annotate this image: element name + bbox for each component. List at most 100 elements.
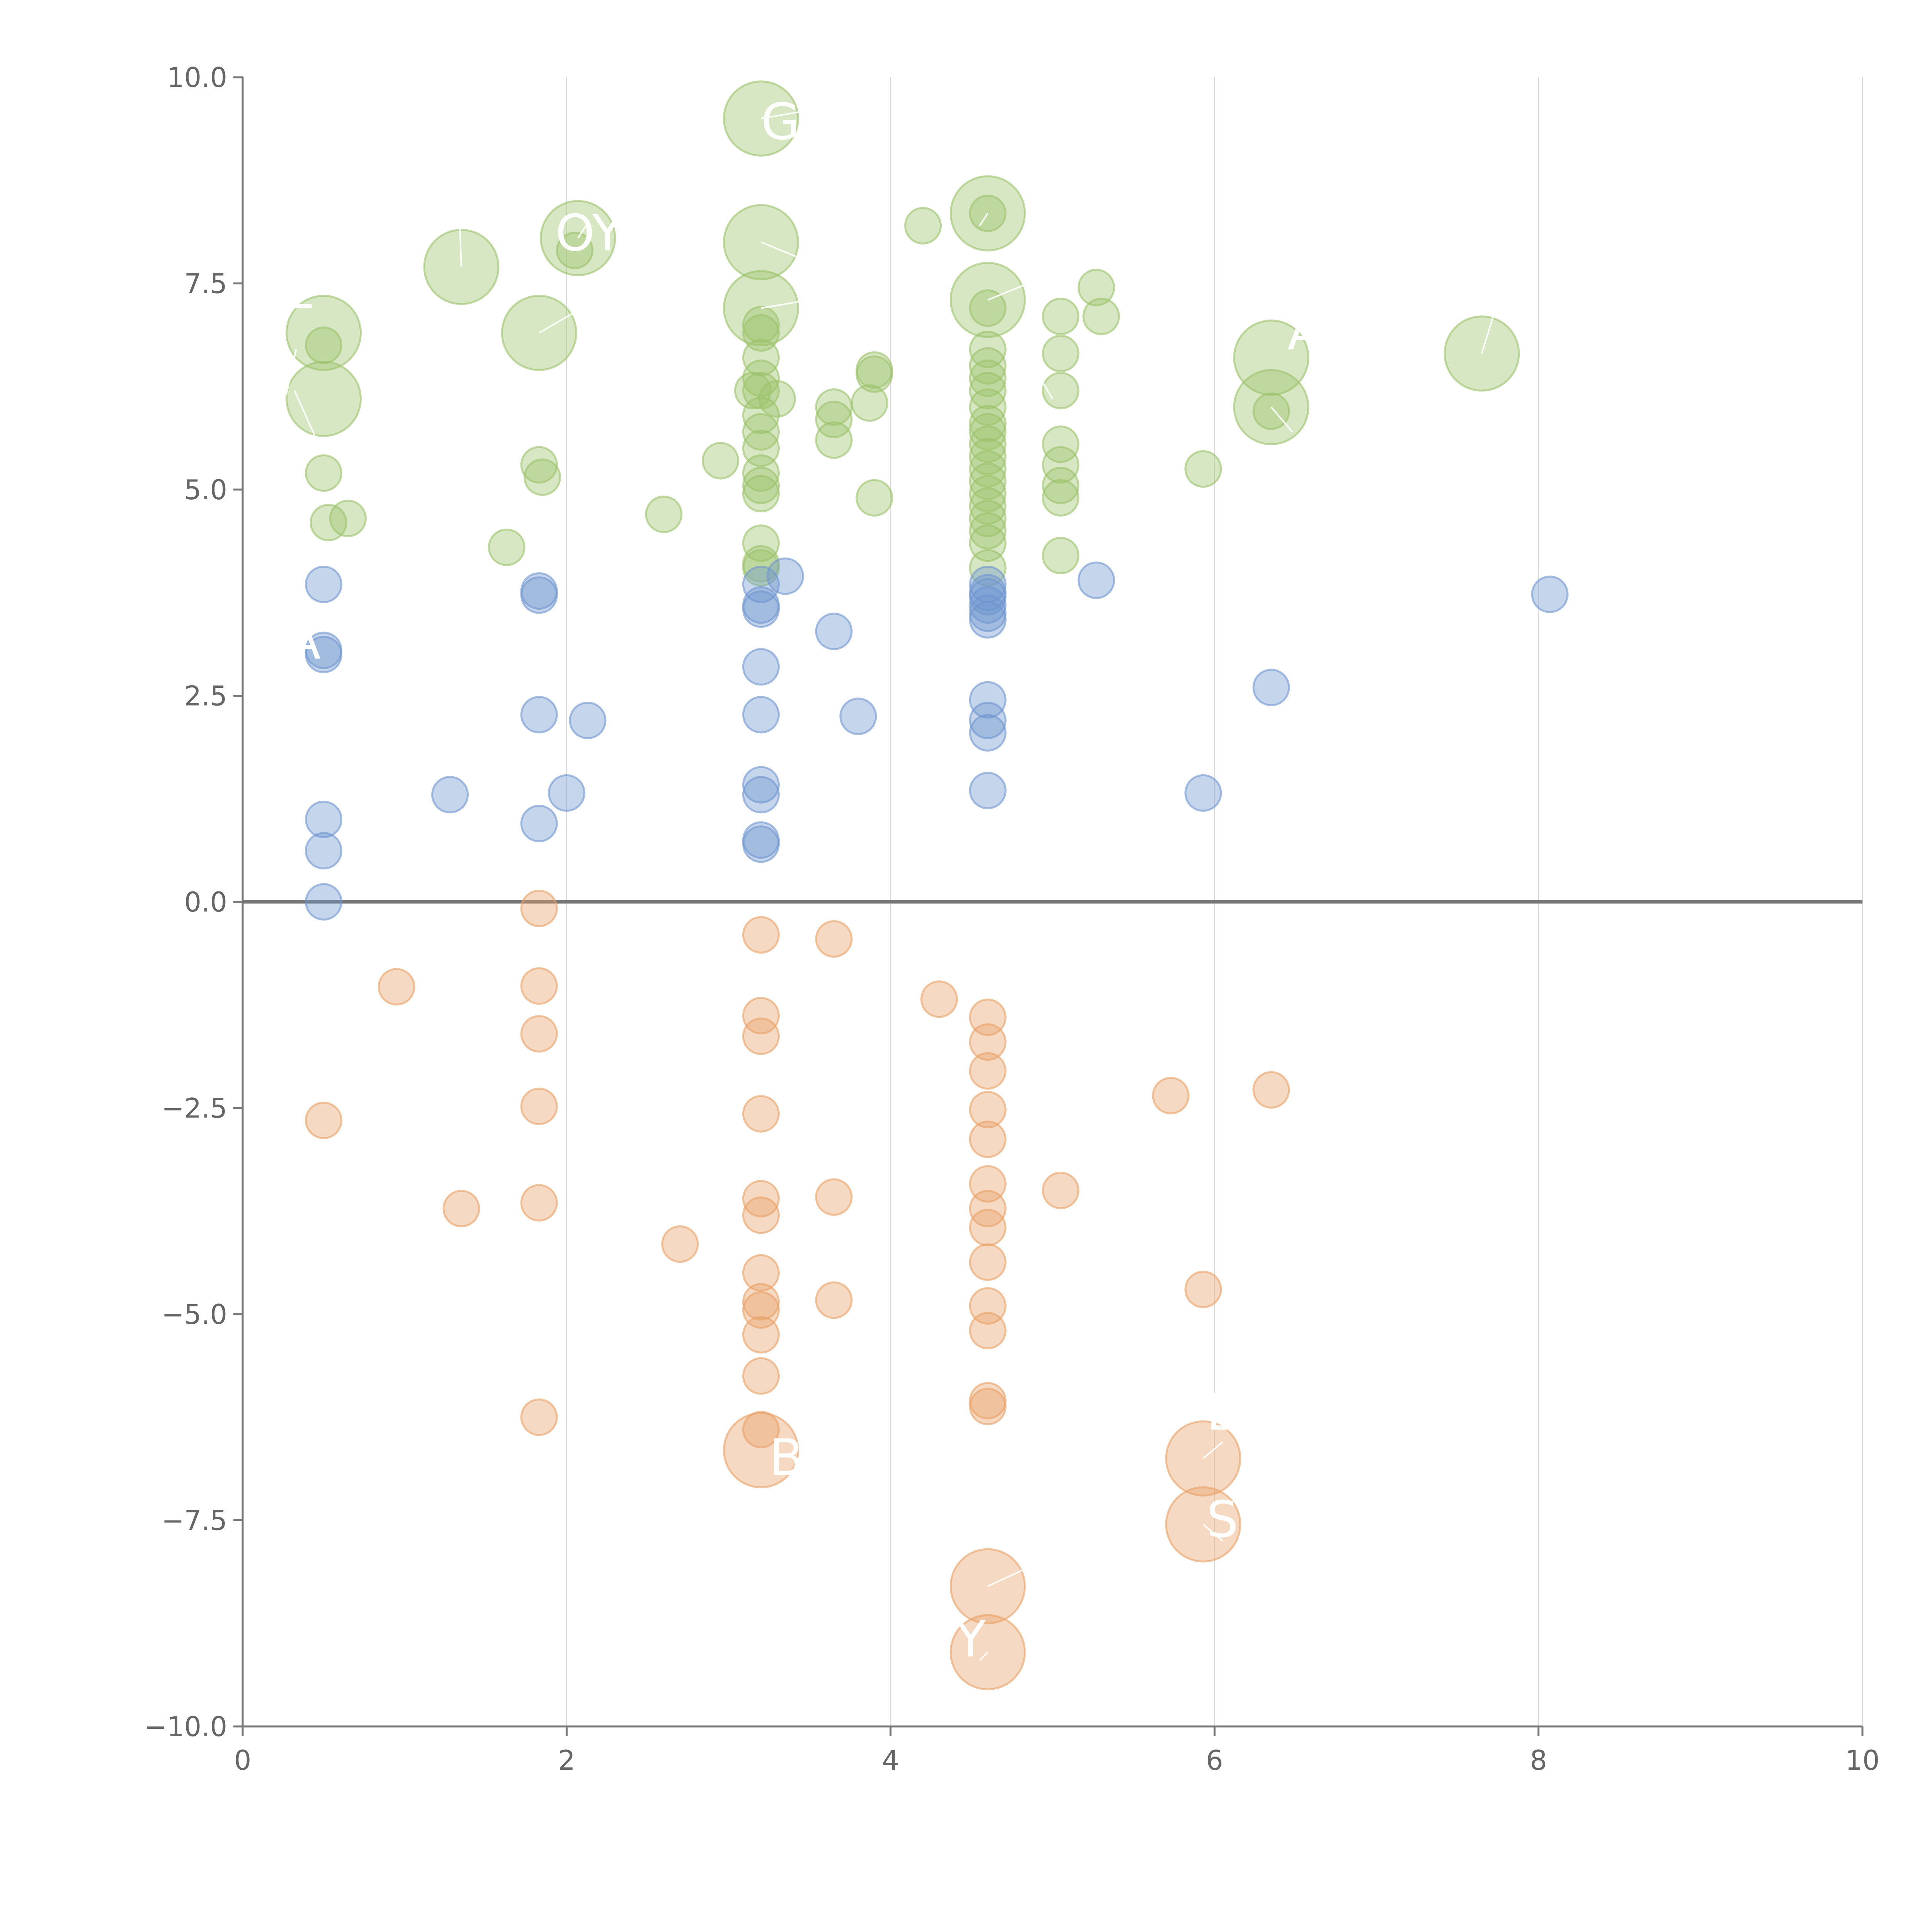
orange-data-point bbox=[969, 1190, 1007, 1228]
y-tick-label: 2.5 bbox=[184, 680, 227, 712]
leader-line bbox=[294, 390, 321, 449]
blue-data-point bbox=[969, 578, 1007, 616]
green-data-point bbox=[520, 446, 558, 484]
blue-data-point bbox=[742, 648, 780, 686]
orange-data-point bbox=[1252, 1071, 1290, 1109]
orange-data-point bbox=[520, 1184, 558, 1222]
green-data-point bbox=[1042, 425, 1080, 463]
point-label: GH bbox=[761, 92, 838, 151]
green-data-point bbox=[850, 384, 888, 422]
y-tick-label: 5.0 bbox=[184, 474, 227, 506]
orange-data-point bbox=[742, 1095, 780, 1133]
green-data-point bbox=[1252, 392, 1290, 430]
green-data-point bbox=[645, 495, 683, 533]
orange-data-point bbox=[442, 1190, 480, 1228]
orange-data-point bbox=[520, 1015, 558, 1053]
orange-data-point bbox=[742, 1254, 780, 1292]
leader-line bbox=[987, 282, 1029, 301]
blue-data-point bbox=[766, 557, 804, 595]
green-data-point bbox=[855, 479, 893, 517]
orange-data-point bbox=[815, 1281, 853, 1319]
orange-data-point bbox=[969, 1091, 1007, 1129]
orange-data-point bbox=[1152, 1077, 1190, 1114]
leader-line bbox=[577, 225, 587, 239]
blue-data-point bbox=[1077, 561, 1115, 599]
orange-data-point bbox=[378, 968, 415, 1006]
data-points bbox=[286, 80, 1569, 1690]
y-tick-label: 0.0 bbox=[184, 886, 227, 918]
orange-data-point bbox=[742, 916, 780, 954]
green-data-point bbox=[969, 289, 1007, 327]
orange-data-point bbox=[742, 1017, 780, 1055]
point-label: A bbox=[1287, 303, 1322, 361]
blue-data-point bbox=[520, 804, 558, 842]
green-data-point bbox=[1042, 446, 1080, 484]
green-data-point bbox=[1042, 335, 1080, 372]
leader-line bbox=[1202, 1524, 1223, 1542]
green-data-point bbox=[1042, 466, 1080, 504]
orange-data-point bbox=[1042, 1172, 1080, 1209]
blue-data-point bbox=[520, 576, 558, 614]
orange-data-point bbox=[520, 1398, 558, 1436]
blue-data-point bbox=[742, 776, 780, 814]
point-label: A bbox=[286, 612, 321, 670]
green-data-point bbox=[1042, 372, 1080, 410]
x-tick-label: 0 bbox=[234, 1745, 252, 1776]
blue-data-point bbox=[1184, 774, 1222, 812]
orange-data-point bbox=[969, 1121, 1007, 1158]
green-data-point bbox=[1184, 450, 1222, 488]
green-data-point bbox=[734, 372, 772, 410]
green-data-point bbox=[1042, 537, 1080, 575]
green-data-point bbox=[742, 549, 780, 587]
green-data-point bbox=[855, 355, 893, 393]
leader-line bbox=[286, 349, 297, 395]
x-tick-label: 10 bbox=[1845, 1745, 1879, 1776]
point-label: Y bbox=[955, 1610, 986, 1668]
orange-data-point bbox=[1184, 1270, 1222, 1308]
leader-line bbox=[760, 241, 802, 260]
green-data-point bbox=[1042, 298, 1080, 335]
orange-data-point bbox=[920, 980, 958, 1018]
green-data-point bbox=[742, 475, 780, 513]
green-data-point bbox=[1077, 269, 1115, 306]
leader-line bbox=[1027, 357, 1053, 400]
leader-line bbox=[1202, 1441, 1223, 1459]
blue-data-point bbox=[305, 565, 343, 603]
green-data-point bbox=[758, 380, 796, 418]
green-data-point bbox=[969, 359, 1007, 397]
blue-data-point bbox=[548, 774, 585, 812]
green-data-point bbox=[969, 372, 1007, 410]
green-data-point bbox=[1233, 320, 1310, 396]
orange-data-point bbox=[661, 1225, 699, 1263]
orange-data-point bbox=[520, 1087, 558, 1125]
x-tick-label: 8 bbox=[1530, 1745, 1547, 1776]
orange-data-point bbox=[969, 1209, 1007, 1247]
blue-data-point bbox=[742, 766, 780, 804]
blue-data-point bbox=[969, 681, 1007, 719]
point-label: E bbox=[1206, 1383, 1238, 1442]
green-data-point bbox=[286, 295, 362, 371]
orange-data-point bbox=[742, 1283, 780, 1321]
blue-data-point bbox=[305, 832, 343, 870]
blue-data-point bbox=[969, 601, 1007, 639]
blue-data-point bbox=[969, 586, 1007, 624]
leader-line bbox=[459, 221, 462, 267]
blue-data-point bbox=[969, 702, 1007, 740]
green-data-point bbox=[1082, 298, 1120, 335]
blue-data-point bbox=[839, 697, 877, 735]
orange-data-point bbox=[742, 1316, 780, 1354]
green-data-point bbox=[742, 306, 780, 344]
green-data-point bbox=[742, 454, 780, 492]
blue-data-point bbox=[742, 590, 780, 628]
green-data-point bbox=[742, 396, 780, 434]
label-leader-lines bbox=[286, 109, 1494, 1661]
blue-data-point bbox=[742, 696, 780, 734]
leader-line bbox=[1270, 406, 1293, 432]
point-label: OY bbox=[555, 204, 623, 262]
axes: 0 2 4 6 8 10 −10.0 −7.5 −5.0 −2.5 0.0 2.5 5.0 7.5 10.0 bbox=[144, 62, 1879, 1776]
green-data-point bbox=[286, 361, 362, 437]
x-tick-label: 4 bbox=[882, 1745, 900, 1776]
blue-data-point bbox=[520, 696, 558, 734]
blue-data-point bbox=[431, 776, 469, 814]
